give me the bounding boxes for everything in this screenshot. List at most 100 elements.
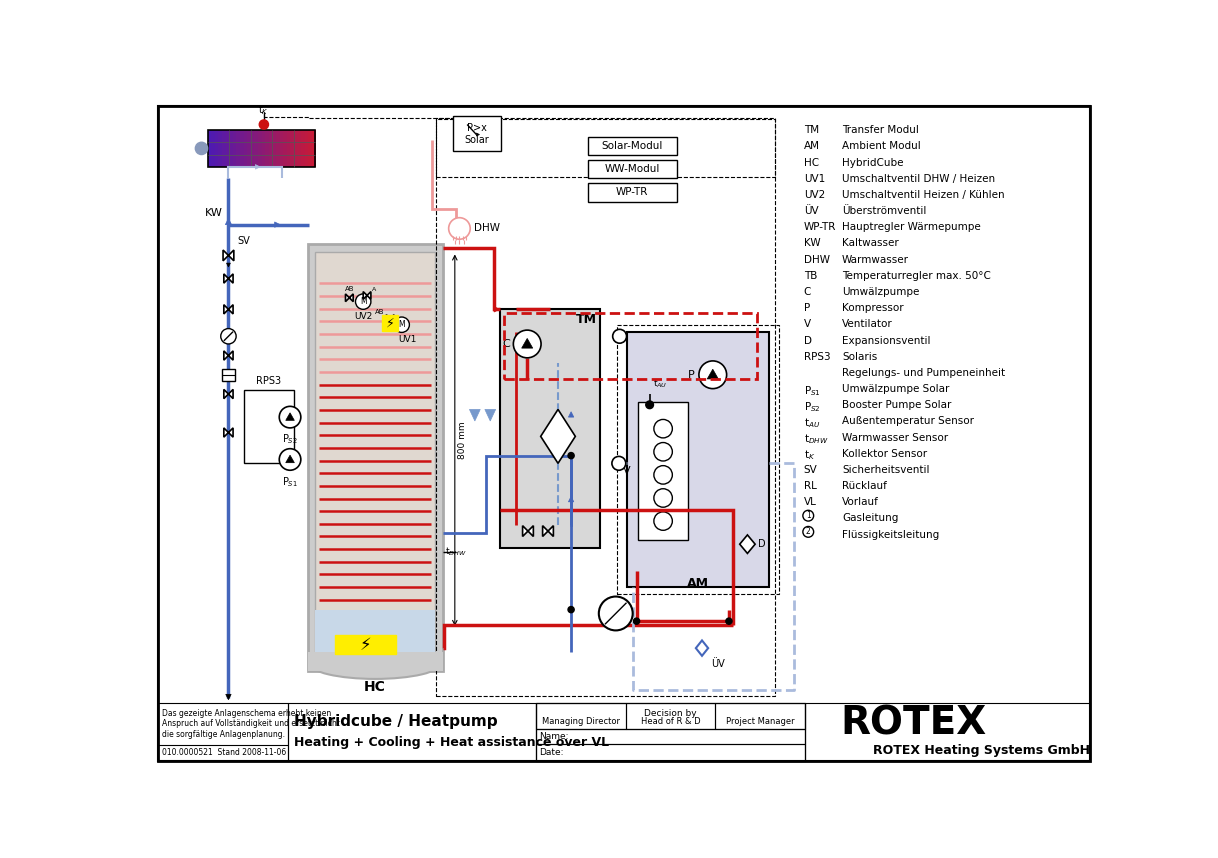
Bar [258,130,262,166]
Text: TM: TM [575,313,597,326]
Text: C: C [503,339,510,349]
Polygon shape [224,305,233,314]
Text: AM: AM [687,577,709,590]
Bar [283,130,287,166]
Circle shape [726,618,732,625]
Text: Außentemperatur Sensor: Außentemperatur Sensor [842,416,974,426]
Text: 2: 2 [616,459,621,468]
Text: DHW: DHW [804,255,829,264]
Text: Date:: Date: [538,748,563,757]
Text: D: D [758,539,766,549]
Bar [501,310,600,548]
Bar [301,130,306,166]
Bar [287,703,536,760]
Bar [262,130,266,166]
Text: t$_{AU}$: t$_{AU}$ [804,416,820,430]
Bar [214,130,219,166]
Text: D: D [804,335,811,346]
Polygon shape [569,497,574,502]
Text: 010.0000521  Stand 2008-11-06: 010.0000521 Stand 2008-11-06 [162,748,286,758]
Bar [225,130,230,166]
Text: Flüssigkeitsleitung: Flüssigkeitsleitung [842,529,939,540]
Text: t$_K$: t$_K$ [804,449,815,462]
Text: M: M [359,297,367,306]
Text: RPS3: RPS3 [804,352,831,362]
Ellipse shape [309,648,441,679]
Bar [588,183,676,202]
Text: C: C [804,287,811,297]
Text: t$_{DHW}$: t$_{DHW}$ [804,432,828,446]
Circle shape [803,527,814,537]
Bar [240,130,245,166]
Polygon shape [739,535,755,553]
Text: SV: SV [804,465,817,474]
Text: Transfer Modul: Transfer Modul [842,125,920,136]
Text: ⚡: ⚡ [386,317,395,329]
Bar [626,332,769,587]
Text: ROTEX: ROTEX [840,704,987,742]
Polygon shape [227,263,230,267]
Bar [244,390,294,463]
Circle shape [259,120,268,130]
Text: 1: 1 [806,511,811,520]
Text: VL: VL [804,497,816,507]
Circle shape [611,456,626,470]
Text: M: M [398,320,406,329]
Bar [626,703,715,728]
Text: Head of R & D: Head of R & D [641,716,700,726]
Bar [290,130,295,166]
Text: KW: KW [205,208,223,218]
Bar [536,745,805,760]
Text: Sicherheitsventil: Sicherheitsventil [842,465,929,474]
Text: WP-TR: WP-TR [804,222,836,233]
Circle shape [633,618,639,625]
Text: WP-TR: WP-TR [616,187,648,197]
Text: V: V [804,319,811,329]
Text: t$_K$: t$_K$ [258,103,269,117]
Bar [229,130,234,166]
Polygon shape [542,526,553,536]
Circle shape [568,452,574,459]
Text: A: A [373,287,376,293]
Bar [308,244,442,671]
Bar [504,313,758,378]
Text: Rücklauf: Rücklauf [842,481,887,491]
Bar [588,136,676,155]
Polygon shape [495,306,499,312]
Text: AB: AB [375,310,385,316]
Text: TB: TB [804,271,817,281]
Text: UV2: UV2 [354,312,373,322]
Text: Umschaltventil Heizen / Kühlen: Umschaltventil Heizen / Kühlen [842,190,1005,200]
Text: UV2: UV2 [804,190,825,200]
Bar [536,703,626,728]
Polygon shape [286,455,295,462]
Circle shape [654,443,672,461]
Polygon shape [224,390,233,399]
Circle shape [195,142,207,154]
Polygon shape [386,315,393,323]
Text: t$_{DHW}$: t$_{DHW}$ [445,546,466,558]
Bar [255,130,258,166]
Polygon shape [523,526,533,536]
Text: Name:: Name: [538,732,569,741]
Polygon shape [256,165,259,169]
Bar [279,130,284,166]
Text: Vorlauf: Vorlauf [842,497,879,507]
Text: P$_{S1}$: P$_{S1}$ [283,474,298,489]
Text: UV1: UV1 [804,174,825,184]
Text: HC: HC [364,680,386,694]
Polygon shape [708,369,719,379]
Bar [304,130,309,166]
Circle shape [356,294,371,310]
Text: P: P [804,303,810,313]
Polygon shape [274,222,280,227]
Circle shape [654,512,672,530]
Bar [207,130,212,166]
Bar [286,130,291,166]
Text: Warmwasser Sensor: Warmwasser Sensor [842,432,949,443]
Polygon shape [286,413,295,420]
Text: P: P [687,370,694,380]
Bar [618,324,780,595]
Circle shape [599,596,632,631]
Text: KW: KW [804,239,820,249]
